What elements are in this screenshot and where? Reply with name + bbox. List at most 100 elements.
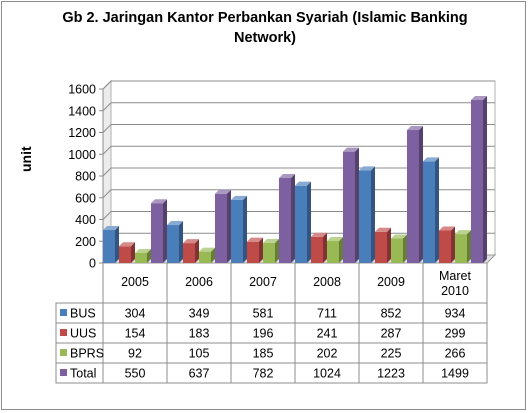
bar-front [119,246,131,263]
bar-top [215,189,231,194]
y-tick-label: 200 [75,235,96,249]
x-category-label: 2005 [121,275,149,289]
y-tick-label: 400 [75,213,96,227]
bar-top [199,247,215,252]
bar-front [167,225,179,263]
bar-top [327,237,343,242]
bar-top [103,225,119,230]
bar-side [387,227,391,263]
y-tick-label: 1200 [68,126,96,140]
bar-top [455,230,471,235]
bar-front [375,231,387,263]
table-value: 637 [189,367,210,381]
bar-front [103,229,115,263]
bar-front [311,236,323,263]
table-value: 934 [445,307,466,321]
table-value: 1024 [313,367,341,381]
bar-top [471,95,487,100]
bar-front [439,230,451,263]
table-value: 550 [125,367,146,381]
bar-top [375,227,391,232]
x-category-label: Maret [439,269,471,283]
bar-top [295,181,311,186]
gridline [102,102,495,112]
x-category-label: 2006 [185,275,213,289]
bar-top [407,125,423,130]
bar-top [359,166,375,171]
bar-side [435,157,439,263]
bar-side [147,248,151,263]
legend-swatch [60,369,67,376]
bar-side [419,125,423,263]
bar-side [259,237,263,263]
y-tick-label: 1600 [68,83,96,97]
table-value: 581 [253,307,274,321]
bar-top [119,242,135,247]
bar-front [263,242,275,263]
table-value: 241 [317,327,338,341]
bar-top [439,226,455,231]
bar-front [423,161,435,263]
table-value: 299 [445,327,466,341]
x-category-label: 2007 [249,275,277,289]
table-value: 105 [189,347,210,361]
bar-top [183,239,199,244]
bar-front [231,199,243,263]
bar-side [243,195,247,263]
bar-top [151,199,167,204]
legend-swatch [60,309,67,316]
table-value: 154 [125,327,146,341]
table-value: 287 [381,327,402,341]
bar-front [327,241,339,263]
bar-front [343,151,355,263]
bar-side [339,237,343,263]
y-tick-label: 600 [75,191,96,205]
bar-top [279,173,295,178]
bar-side [131,242,135,263]
bar-side [451,226,455,263]
bar-front [151,203,163,263]
bar-top [311,232,327,237]
legend-label: BPRS [70,347,104,361]
table-value: 202 [317,347,338,361]
table-value: 852 [381,307,402,321]
bar-front [295,185,307,263]
bar-top [263,238,279,243]
bar-side [163,199,167,263]
table-value: 304 [125,307,146,321]
bar-front [391,238,403,263]
bar-side [195,239,199,263]
bar-top [423,157,439,162]
bar-front [407,129,419,263]
bar-side [115,225,119,263]
bar-side [355,147,359,263]
bar-side [403,234,407,263]
table-value: 92 [128,347,142,361]
y-tick-label: 1000 [68,148,96,162]
x-category-label: 2010 [441,284,469,298]
legend-label: BUS [70,307,96,321]
x-category-label: 2009 [377,275,405,289]
table-value: 349 [189,307,210,321]
bar-side [275,238,279,263]
table-value: 711 [317,307,337,321]
legend-swatch [60,349,67,356]
table-value: 183 [189,327,210,341]
table-value: 1223 [377,367,405,381]
bar-side [307,181,311,263]
bar-top [135,248,151,253]
legend-label: Total [70,367,96,381]
bar-top [391,234,407,239]
table-value: 196 [253,327,274,341]
bar-side [291,173,295,263]
bar-front [135,252,147,263]
bar-top [343,147,359,152]
bar-front [455,234,467,263]
table-value: 185 [253,347,274,361]
bar-top [231,195,247,200]
y-tick-label: 800 [75,170,96,184]
bar-front [279,177,291,263]
bar-top [167,221,183,226]
